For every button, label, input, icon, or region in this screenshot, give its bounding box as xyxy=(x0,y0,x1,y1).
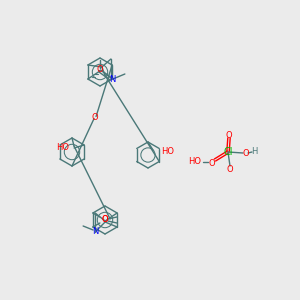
Text: O: O xyxy=(227,166,233,175)
Text: H: H xyxy=(251,146,257,155)
Text: Cl: Cl xyxy=(223,147,233,157)
Text: N: N xyxy=(92,227,98,236)
Text: O: O xyxy=(97,65,104,74)
Text: O: O xyxy=(209,158,215,167)
Text: O: O xyxy=(102,215,108,224)
Text: HO: HO xyxy=(161,148,174,157)
Text: O: O xyxy=(226,130,232,140)
Text: O: O xyxy=(102,215,108,224)
Text: HO: HO xyxy=(188,158,202,166)
Text: HO: HO xyxy=(57,143,70,152)
Text: O: O xyxy=(243,148,249,158)
Text: N: N xyxy=(109,74,115,83)
Text: O: O xyxy=(92,113,98,122)
